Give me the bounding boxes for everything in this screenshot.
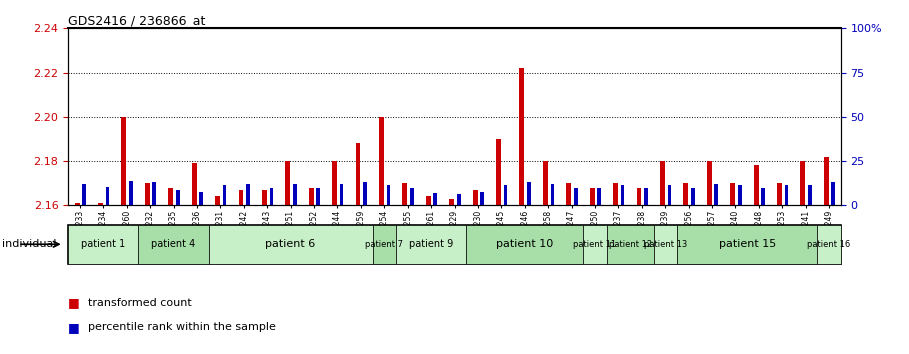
Bar xyxy=(738,185,742,205)
Bar xyxy=(597,188,601,205)
Bar xyxy=(614,183,618,205)
Text: percentile rank within the sample: percentile rank within the sample xyxy=(88,322,276,332)
Bar xyxy=(223,185,226,205)
Text: ■: ■ xyxy=(68,296,80,309)
Bar xyxy=(527,182,531,205)
Bar xyxy=(543,161,548,205)
Bar xyxy=(817,225,841,264)
Text: GDS2416 / 236866_at: GDS2416 / 236866_at xyxy=(68,14,205,27)
Bar xyxy=(654,225,677,264)
Bar xyxy=(473,190,477,205)
Bar xyxy=(606,225,654,264)
Bar xyxy=(355,143,361,205)
Bar xyxy=(466,225,584,264)
Text: patient 1: patient 1 xyxy=(81,239,125,249)
Bar xyxy=(551,184,554,205)
Bar xyxy=(138,225,209,264)
Bar xyxy=(801,161,805,205)
Bar xyxy=(379,117,384,205)
Bar xyxy=(714,184,718,205)
Bar xyxy=(410,188,414,205)
Bar xyxy=(332,161,337,205)
Bar xyxy=(730,183,735,205)
Bar xyxy=(660,161,664,205)
Bar xyxy=(75,203,79,205)
Bar xyxy=(262,190,267,205)
Bar xyxy=(403,183,407,205)
Bar xyxy=(153,182,156,205)
Bar xyxy=(777,183,782,205)
Bar xyxy=(129,181,133,205)
Bar xyxy=(396,225,466,264)
Bar xyxy=(122,117,126,205)
Bar xyxy=(677,225,817,264)
Bar xyxy=(621,185,624,205)
Bar xyxy=(480,192,484,205)
Bar xyxy=(644,188,648,205)
Bar xyxy=(519,68,524,205)
Bar xyxy=(246,184,250,205)
Bar xyxy=(754,166,758,205)
Text: patient 9: patient 9 xyxy=(409,239,454,249)
Bar xyxy=(285,161,290,205)
Bar xyxy=(761,188,765,205)
Bar xyxy=(691,188,694,205)
Text: patient 16: patient 16 xyxy=(807,240,851,249)
Bar xyxy=(199,192,203,205)
Bar xyxy=(808,185,812,205)
Text: patient 12: patient 12 xyxy=(608,240,652,249)
Bar xyxy=(270,188,274,205)
Bar xyxy=(340,184,344,205)
Text: patient 13: patient 13 xyxy=(644,240,687,249)
Bar xyxy=(316,188,320,205)
Bar xyxy=(449,199,454,205)
Text: ■: ■ xyxy=(68,321,80,334)
Bar xyxy=(707,161,712,205)
Bar xyxy=(824,157,829,205)
Text: patient 4: patient 4 xyxy=(152,239,195,249)
Bar xyxy=(832,182,835,205)
Bar xyxy=(209,225,373,264)
Bar xyxy=(309,188,314,205)
Bar xyxy=(584,225,606,264)
Bar xyxy=(667,185,671,205)
Bar xyxy=(238,190,244,205)
Text: patient 15: patient 15 xyxy=(718,239,775,249)
Text: patient 6: patient 6 xyxy=(265,239,315,249)
Text: transformed count: transformed count xyxy=(88,298,192,308)
Bar xyxy=(364,182,367,205)
Bar xyxy=(293,184,296,205)
Bar xyxy=(68,225,138,264)
Bar xyxy=(168,188,174,205)
Bar xyxy=(784,185,788,205)
Bar xyxy=(457,194,461,205)
Bar xyxy=(684,183,688,205)
Bar xyxy=(425,196,431,205)
Bar xyxy=(192,163,196,205)
Bar xyxy=(636,188,642,205)
Bar xyxy=(574,188,577,205)
Bar xyxy=(215,196,220,205)
Bar xyxy=(105,187,109,205)
Text: patient 11: patient 11 xyxy=(574,240,616,249)
Bar xyxy=(590,188,594,205)
Bar xyxy=(98,203,103,205)
Bar xyxy=(145,183,150,205)
Bar xyxy=(82,184,86,205)
Text: patient 10: patient 10 xyxy=(496,239,554,249)
Bar xyxy=(386,185,390,205)
Text: individual: individual xyxy=(2,239,56,249)
Bar xyxy=(176,190,180,205)
Bar xyxy=(434,193,437,205)
Bar xyxy=(373,225,396,264)
Text: patient 7: patient 7 xyxy=(365,240,404,249)
Bar xyxy=(566,183,571,205)
Bar xyxy=(504,185,507,205)
Bar xyxy=(496,139,501,205)
